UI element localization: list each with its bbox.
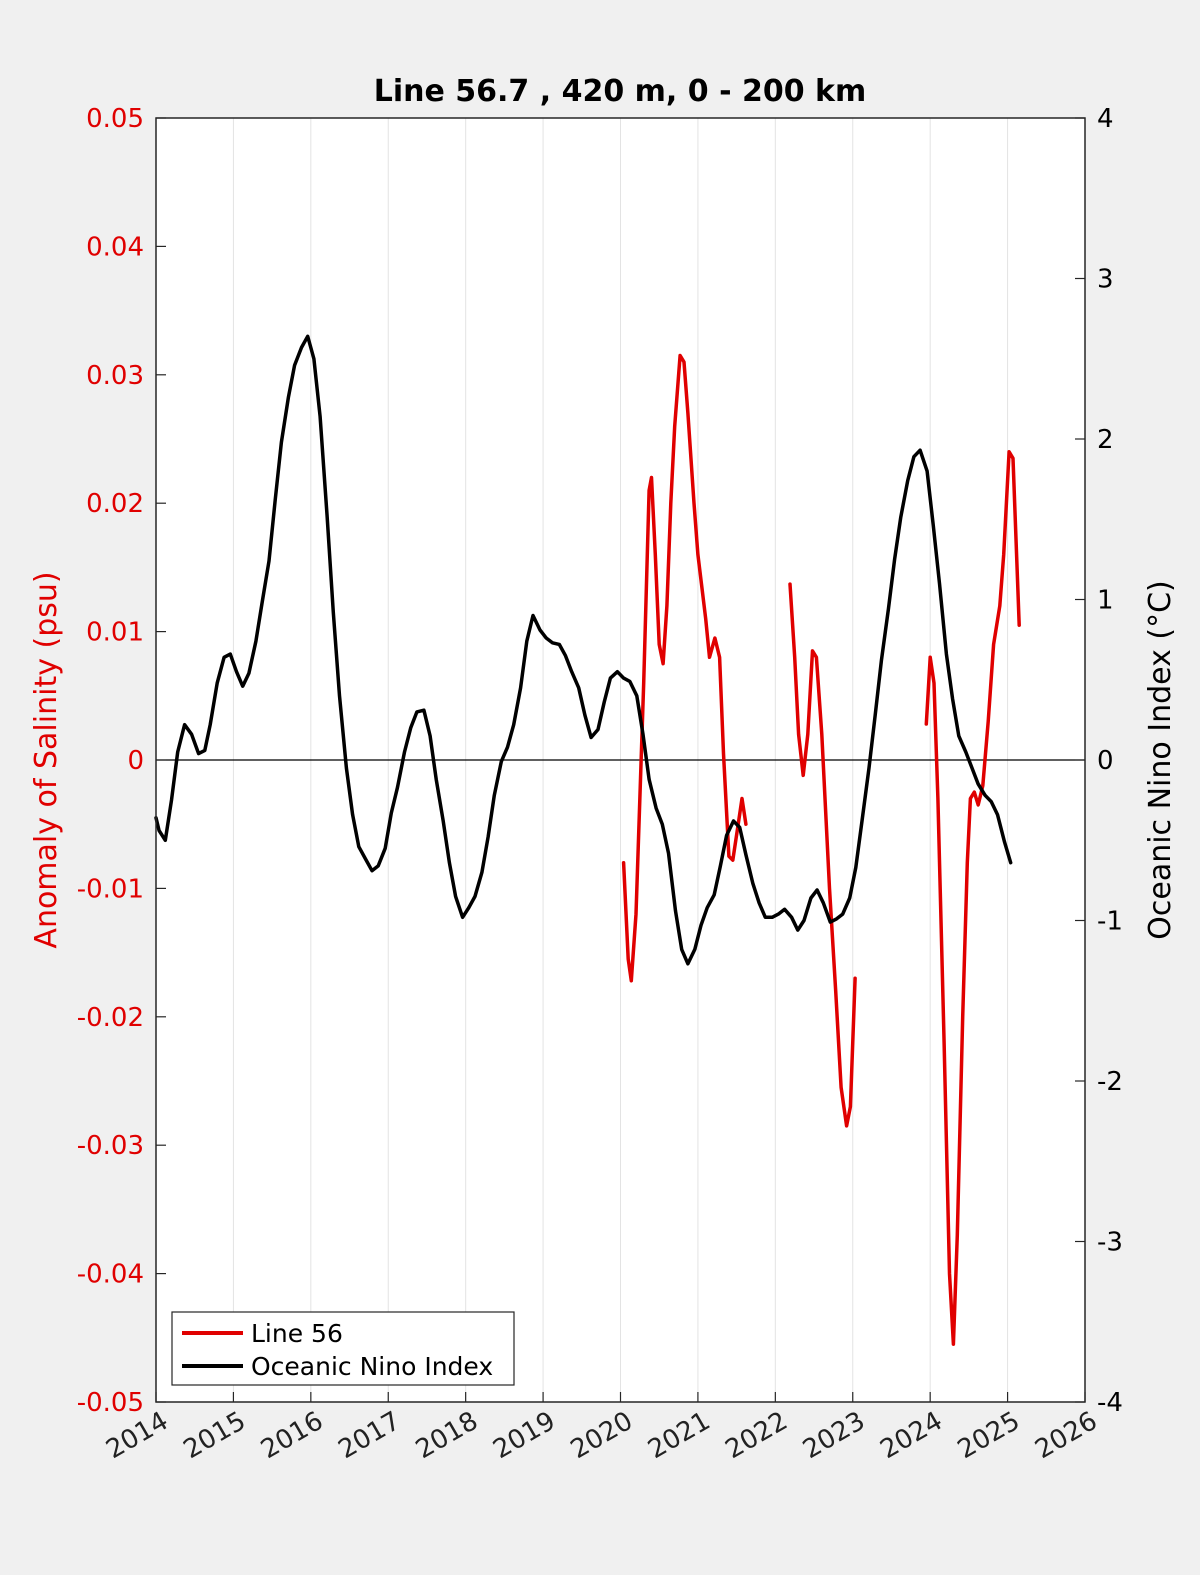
right-tick-label: -2 xyxy=(1097,1067,1123,1097)
x-tick-label: 2023 xyxy=(798,1406,870,1465)
series-line56 xyxy=(788,582,857,1128)
left-axis-label: Anomaly of Salinity (psu) xyxy=(29,571,64,948)
right-tick-label: 0 xyxy=(1097,746,1114,776)
x-tick-label: 2025 xyxy=(953,1406,1025,1465)
left-tick-label: 0.01 xyxy=(86,618,144,648)
chart-title: Line 56.7 , 420 m, 0 - 200 km xyxy=(374,74,867,109)
left-tick-label: 0.05 xyxy=(86,104,144,134)
series-oni xyxy=(154,334,1013,966)
left-tick-label: 0.04 xyxy=(86,232,144,262)
x-tick-label: 2022 xyxy=(721,1406,793,1465)
left-tick-label: -0.03 xyxy=(77,1131,144,1161)
right-axis-label: Oceanic Nino Index (°C) xyxy=(1143,580,1178,940)
left-tick-label: 0.03 xyxy=(86,361,144,391)
x-tick-label: 2020 xyxy=(566,1406,638,1465)
x-tick-label: 2026 xyxy=(1030,1406,1102,1465)
legend-oni-label: Oceanic Nino Index xyxy=(251,1352,493,1381)
left-tick-label: 0 xyxy=(127,746,144,776)
left-tick-label: -0.05 xyxy=(77,1388,144,1418)
legend: Line 56 Oceanic Nino Index xyxy=(171,1311,515,1386)
right-tick-label: 3 xyxy=(1097,265,1114,295)
left-tick-label: 0.02 xyxy=(86,489,144,519)
left-tick-label: -0.04 xyxy=(77,1260,144,1290)
legend-line56-label: Line 56 xyxy=(251,1319,343,1348)
right-tick-label: -3 xyxy=(1097,1228,1123,1258)
left-tick-label: -0.01 xyxy=(77,874,144,904)
series-line56 xyxy=(621,353,748,983)
legend-box xyxy=(171,1311,515,1386)
x-tick-label: 2017 xyxy=(333,1406,405,1465)
right-axis: -4 -3 -2 -1 0 1 2 3 4 xyxy=(1075,104,1123,1418)
right-tick-label: 1 xyxy=(1097,586,1114,616)
series-line56 xyxy=(924,450,1021,1346)
right-tick-label: -4 xyxy=(1097,1388,1123,1418)
x-axis: 2014 2015 2016 2017 2018 2019 2020 2021 2022 2023… xyxy=(101,1392,1103,1465)
right-tick-label: -1 xyxy=(1097,907,1123,937)
x-tick-label: 2015 xyxy=(179,1406,251,1465)
series-layer xyxy=(154,334,1021,1346)
left-axis: -0.05 -0.04 -0.03 -0.02 -0.01 0 0.01 0.02 0.03 0.… xyxy=(77,104,166,1418)
x-tick-label: 2021 xyxy=(643,1406,715,1465)
x-tick-label: 2016 xyxy=(256,1406,328,1465)
left-tick-label: -0.02 xyxy=(77,1003,144,1033)
x-tick-label: 2019 xyxy=(488,1406,560,1465)
x-tick-label: 2018 xyxy=(411,1406,483,1465)
right-tick-label: 4 xyxy=(1097,104,1114,134)
right-tick-label: 2 xyxy=(1097,425,1114,455)
x-tick-label: 2024 xyxy=(875,1406,947,1465)
